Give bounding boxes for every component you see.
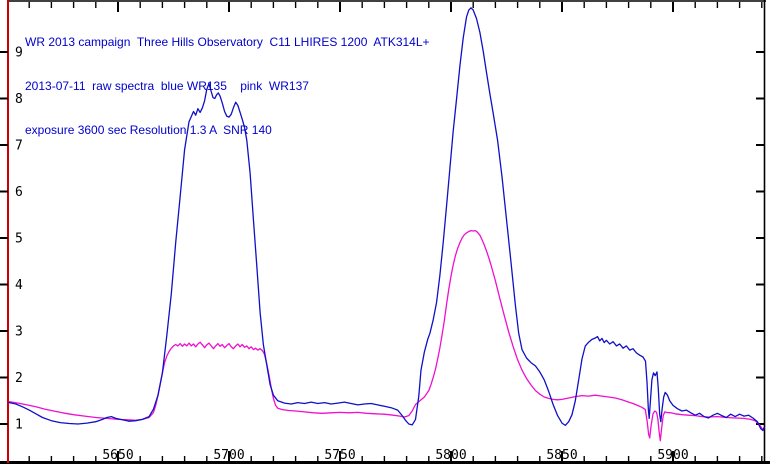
x-tick-label: 5650 xyxy=(102,448,133,463)
x-tick-label: 5700 xyxy=(213,448,244,463)
series-WR135 xyxy=(8,7,765,432)
x-tick-label: 5800 xyxy=(435,448,466,463)
x-tick-label: 5850 xyxy=(546,448,577,463)
annotation-line-3: exposure 3600 sec Resolution 1.3 A SNR 1… xyxy=(25,122,272,137)
y-tick-label: 5 xyxy=(15,232,23,247)
x-tick-label: 5900 xyxy=(657,448,688,463)
annotation-block: WR 2013 campaign Three Hills Observatory… xyxy=(25,6,430,167)
y-tick-label: 2 xyxy=(15,371,23,386)
annotation-line-2: 2013-07-11 raw spectra blue WR135 pink W… xyxy=(25,78,309,93)
y-tick-label: 8 xyxy=(15,92,23,107)
y-tick-label: 3 xyxy=(15,325,23,340)
y-tick-label: 9 xyxy=(15,46,23,61)
x-tick-label: 5750 xyxy=(324,448,355,463)
y-tick-label: 4 xyxy=(15,278,23,293)
y-tick-label: 1 xyxy=(15,418,23,433)
y-tick-label: 6 xyxy=(15,185,23,200)
annotation-line-1: WR 2013 campaign Three Hills Observatory… xyxy=(25,35,430,50)
y-tick-label: 7 xyxy=(15,139,23,154)
series-WR137 xyxy=(8,229,765,442)
